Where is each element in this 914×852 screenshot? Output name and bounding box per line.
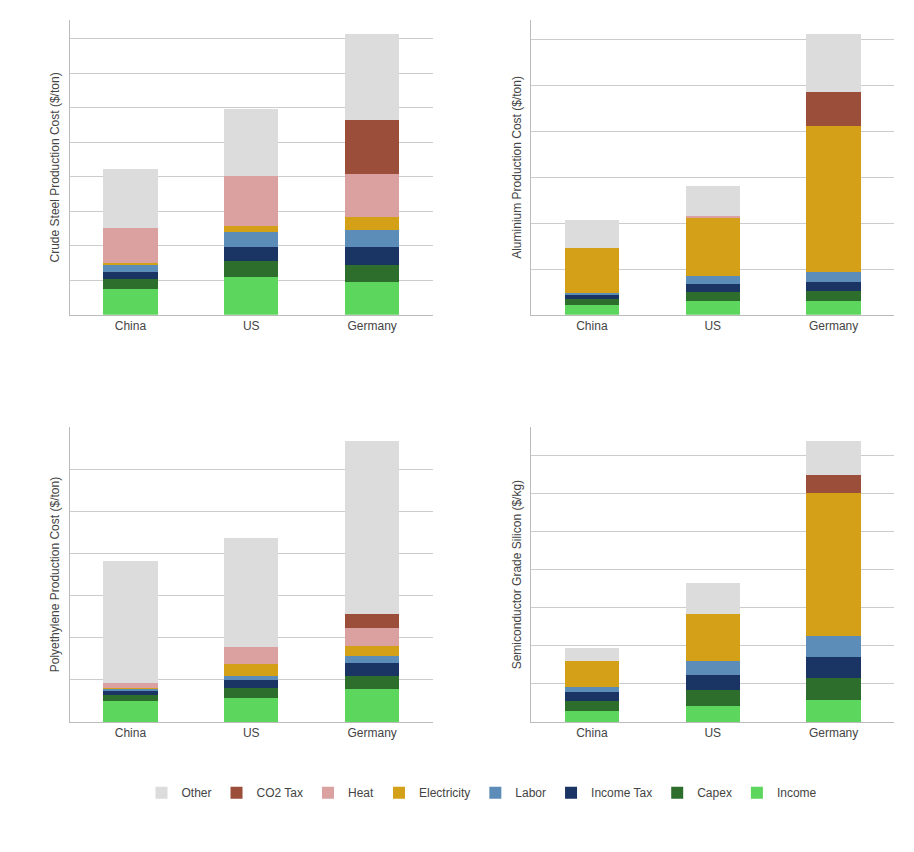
svg-text:Germany: Germany [809, 726, 858, 740]
svg-text:Income Tax: Income Tax [591, 786, 652, 800]
svg-text:US: US [704, 726, 721, 740]
svg-text:US: US [243, 726, 260, 740]
svg-text:Crude Steel Production Cost ($: Crude Steel Production Cost ($/ton) [48, 72, 62, 262]
svg-text:Semiconductor Grade Silicon ($: Semiconductor Grade Silicon ($/kg) [510, 480, 524, 669]
svg-text:CO2 Tax: CO2 Tax [257, 786, 303, 800]
svg-text:China: China [115, 726, 147, 740]
svg-text:Germany: Germany [809, 319, 858, 333]
svg-text:US: US [704, 319, 721, 333]
svg-text:Electricity: Electricity [419, 786, 470, 800]
svg-text:China: China [576, 726, 608, 740]
svg-text:China: China [115, 319, 147, 333]
svg-text:Polyethylene Production Cost (: Polyethylene Production Cost ($/ton) [48, 477, 62, 672]
svg-text:Income: Income [777, 786, 817, 800]
svg-text:Labor: Labor [515, 786, 546, 800]
svg-text:Germany: Germany [347, 319, 396, 333]
svg-text:China: China [576, 319, 608, 333]
svg-text:Aluminium Production Cost ($/t: Aluminium Production Cost ($/ton) [510, 76, 524, 259]
svg-text:Other: Other [182, 786, 212, 800]
svg-text:Heat: Heat [348, 786, 374, 800]
svg-text:Germany: Germany [347, 726, 396, 740]
svg-text:Capex: Capex [697, 786, 732, 800]
svg-text:US: US [243, 319, 260, 333]
